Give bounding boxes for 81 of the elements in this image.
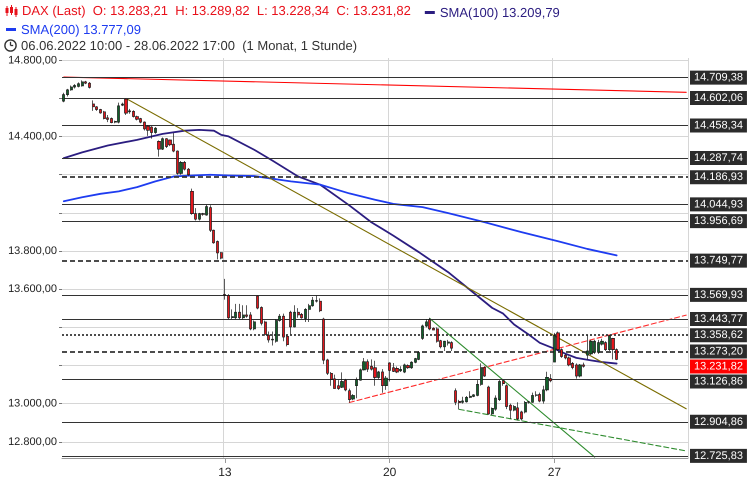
candlestick: [110, 117, 113, 124]
candlestick: [586, 334, 589, 360]
ref-line-label: 13.443,77: [694, 312, 743, 325]
candlestick: [124, 98, 128, 116]
candlestick: [103, 110, 106, 120]
candlestick: [242, 304, 245, 320]
candlestick: [319, 298, 322, 312]
candlestick: [410, 360, 413, 370]
candlestick: [399, 366, 402, 372]
candlestick: [132, 110, 135, 118]
candlestick: [487, 385, 490, 416]
candlestick: [373, 360, 377, 386]
ref-line-label: 13.956,69: [694, 215, 743, 228]
legend-label: SMA(200) 13.777,09: [21, 22, 141, 37]
ref-line-label: 14.458,34: [694, 119, 743, 132]
y-tick-label: 14.400,00: [8, 130, 57, 143]
candlestick: [417, 350, 420, 360]
ref-line-label: 13.358,62: [694, 329, 743, 342]
candlestick: [578, 364, 582, 378]
candlestick: [77, 82, 80, 88]
candlestick: [531, 392, 534, 404]
candlestick: [575, 363, 578, 379]
x-tick-label: 20: [382, 465, 397, 479]
candlestick: [516, 402, 519, 421]
candlestick: [611, 337, 615, 360]
candlestick: [567, 356, 571, 367]
candlestick: [154, 126, 157, 134]
candlestick: [443, 340, 446, 352]
ref-line-label: 14.044,93: [694, 198, 743, 210]
candlestick: [238, 304, 241, 320]
candlestick: [234, 304, 237, 320]
candlestick: [88, 82, 91, 89]
x-tick-label: 27: [548, 465, 562, 479]
candlestick: [333, 374, 336, 389]
chart-title: DAX (Last) O: 13.283,21 H: 13.289,82 L: 13.228,34 C: 13.231,82: [22, 3, 411, 18]
ref-line-label: 12.904,86: [694, 416, 743, 428]
ref-line-label: 13.273,20: [694, 346, 743, 358]
candlestick: [597, 340, 600, 354]
candlestick: [340, 372, 344, 388]
candlestick: [81, 80, 84, 87]
candlestick: [589, 339, 593, 356]
candlestick: [150, 126, 153, 140]
candlestick: [92, 100, 95, 112]
ref-line-label: 14.287,74: [694, 152, 743, 164]
ref-line-label: 12.725,83: [694, 450, 743, 462]
candlestick: [593, 340, 596, 354]
candlestick: [62, 92, 65, 103]
candlestick: [406, 364, 410, 370]
candlestick: [366, 359, 369, 372]
y-tick-label: 12.800,00: [8, 436, 57, 448]
ref-line-label: 13.126,86: [694, 376, 743, 388]
candlestick: [381, 368, 384, 394]
candlestick: [304, 308, 307, 322]
candlestick: [165, 138, 168, 148]
line-series: [62, 129, 618, 364]
candlestick: [469, 390, 472, 398]
y-tick-label: 14.800,00: [8, 54, 57, 66]
candlestick: [348, 388, 351, 403]
ref-line-label: 14.186,93: [694, 171, 743, 184]
ref-line-label: 14.602,06: [694, 92, 743, 104]
candlestick: [403, 363, 406, 374]
candlestick: [553, 332, 556, 362]
candlestick: [106, 114, 109, 122]
ref-line-label: 14.709,38: [694, 72, 743, 84]
legend-label: SMA(100) 13.209,79: [440, 5, 560, 20]
text: 13.231,82: [694, 360, 743, 373]
y-tick-label: 13.800,00: [8, 245, 57, 258]
candlestick: [450, 340, 453, 352]
candlestick: [454, 388, 457, 406]
y-tick-label: 13.000,00: [8, 398, 57, 410]
candlestick: [146, 124, 150, 136]
chart-subtitle: 06.06.2022 10:00 - 28.06.2022 17:00 (1 Monat, 1 Stunde): [21, 38, 358, 53]
line-series: [62, 174, 618, 256]
x-tick-label: 13: [218, 465, 232, 479]
candlestick: [157, 140, 161, 157]
candlestick: [117, 102, 120, 124]
ref-line-label: 13.749,77: [694, 254, 743, 267]
y-tick-label: 13.600,00: [8, 283, 57, 296]
ref-line-label: 13.569,93: [694, 288, 743, 301]
candlestick: [428, 317, 431, 331]
candlestick: [395, 366, 399, 374]
